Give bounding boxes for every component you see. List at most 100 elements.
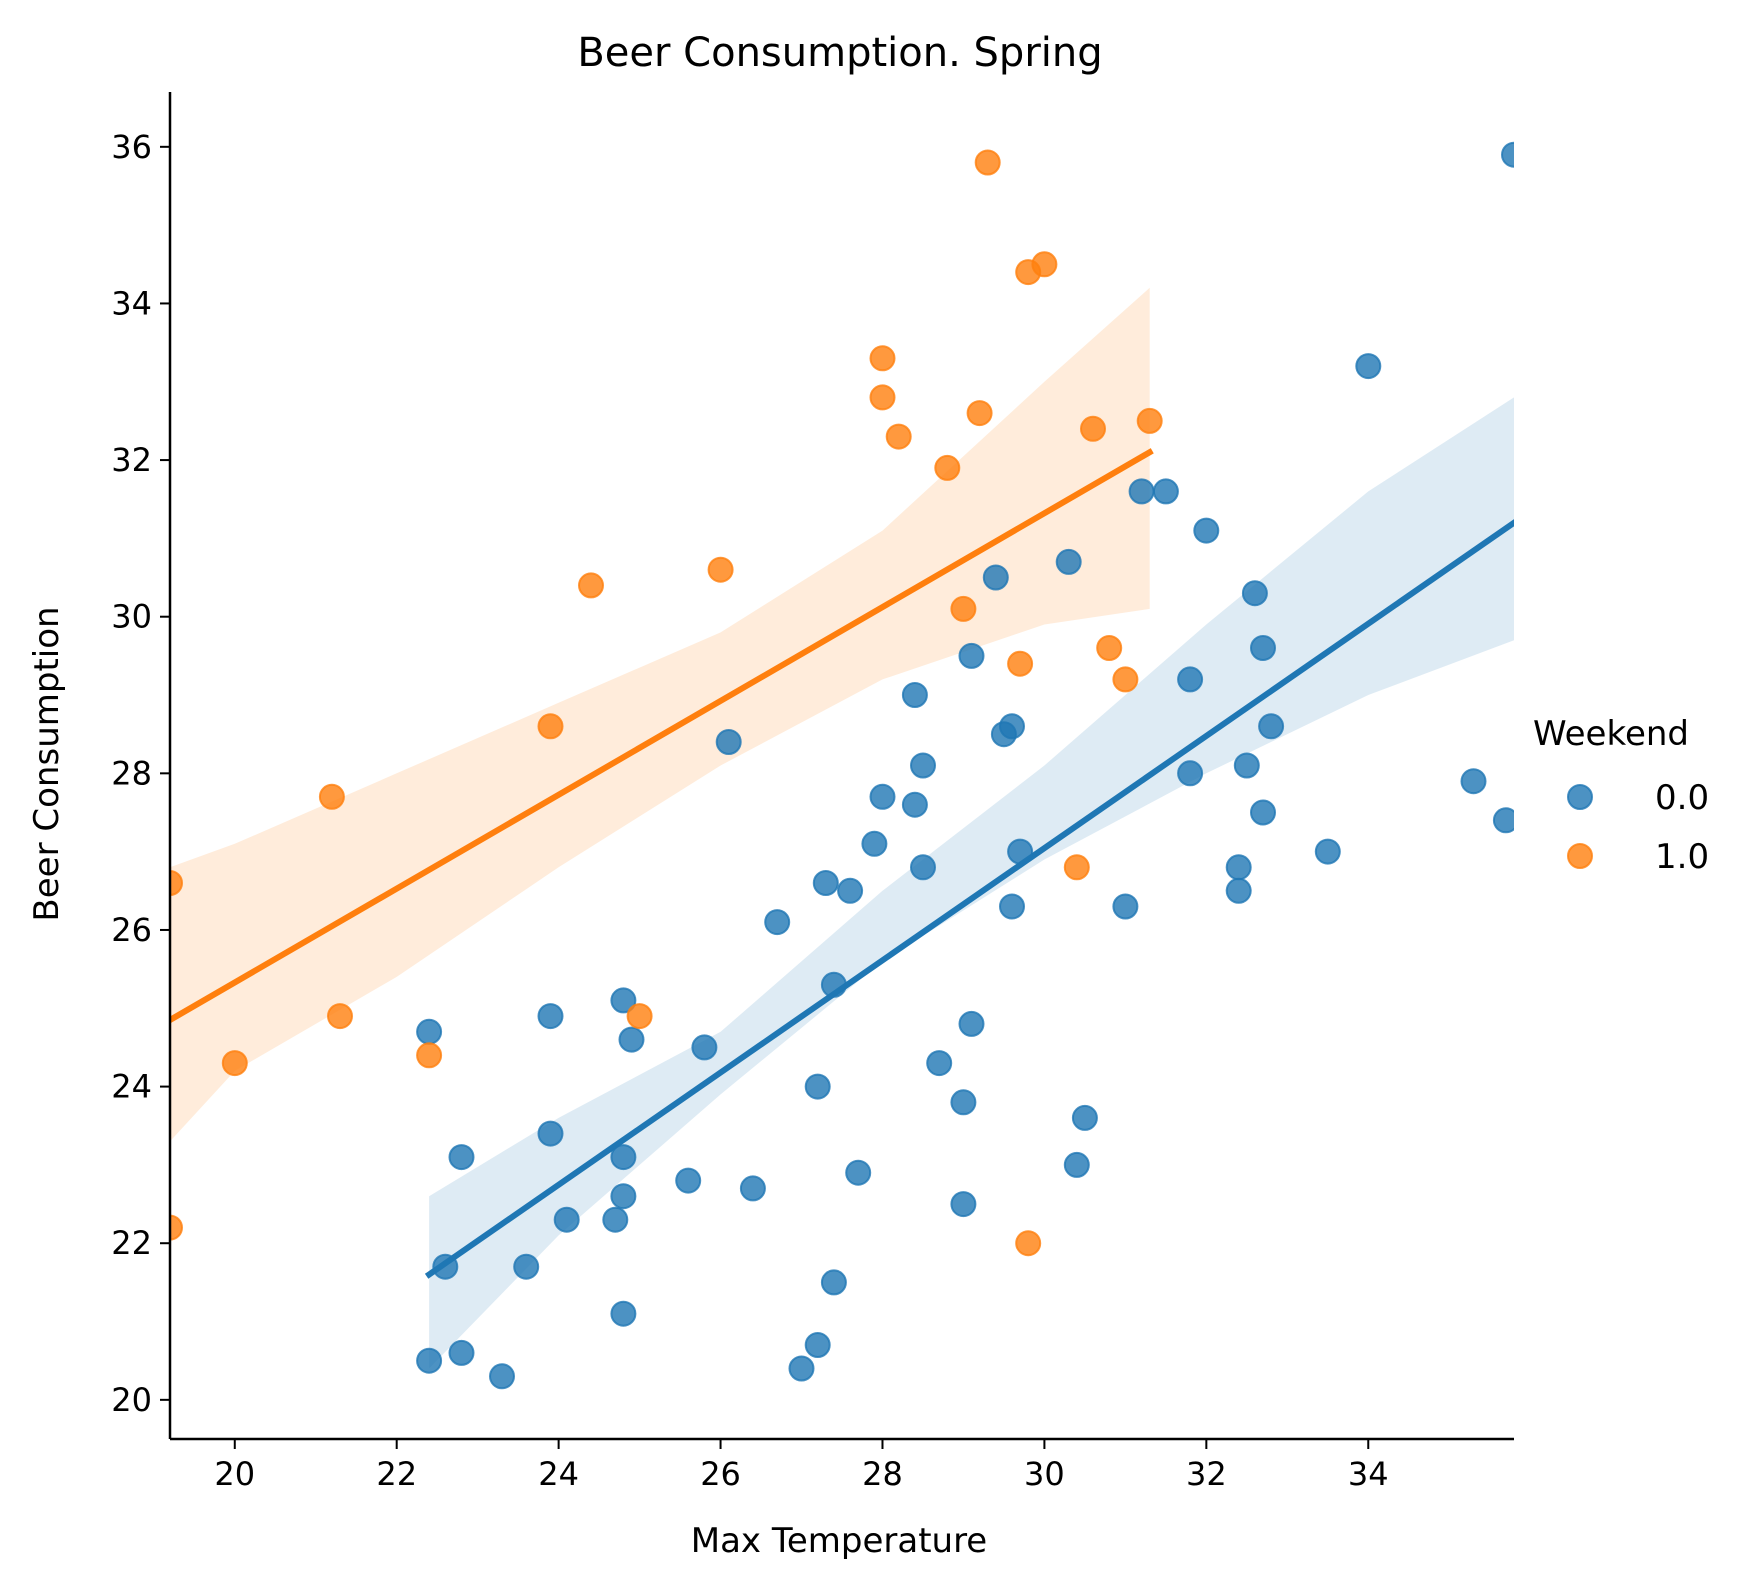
data-point-1: [170, 870, 183, 896]
data-point-0: [910, 854, 936, 881]
data-point-0: [715, 729, 742, 755]
data-point-0: [1152, 478, 1179, 505]
data-point-0: [901, 791, 928, 818]
regression-lines: [170, 448, 1514, 1279]
data-point-0: [1225, 854, 1252, 881]
data-point-0: [901, 682, 928, 708]
data-point-1: [221, 1050, 248, 1077]
data-point-0: [804, 1332, 831, 1358]
data-point-0: [432, 1253, 459, 1280]
data-point-0: [537, 1003, 564, 1030]
data-point-0: [869, 783, 896, 810]
data-point-0: [513, 1253, 540, 1280]
data-point-0: [804, 1073, 831, 1100]
y-tick-label: 34: [111, 284, 152, 322]
data-point-0: [820, 971, 847, 998]
regression-line-0: [424, 519, 1514, 1279]
data-point-1: [1015, 1230, 1042, 1257]
data-points: [170, 141, 1514, 1390]
data-point-0: [416, 1347, 443, 1374]
data-point-1: [1136, 407, 1163, 434]
data-point-1: [318, 783, 345, 810]
data-point-1: [869, 345, 896, 372]
data-point-0: [845, 1159, 872, 1186]
data-point-0: [999, 893, 1025, 920]
data-point-0: [1250, 635, 1276, 661]
data-point-0: [982, 564, 1009, 591]
data-point-0: [1460, 768, 1487, 795]
data-point-0: [764, 909, 791, 936]
confidence-band-1: [170, 287, 1150, 1142]
data-point-1: [1007, 650, 1034, 677]
legend-title: Weekend: [1533, 714, 1689, 754]
data-point-0: [1063, 1151, 1090, 1178]
legend-marker-1: [1567, 843, 1593, 869]
y-tick-label: 22: [111, 1224, 152, 1262]
data-point-1: [966, 400, 993, 427]
legend: Weekend 0.0 1.0: [1533, 714, 1709, 877]
data-point-0: [812, 870, 839, 896]
x-tick-label: 32: [1186, 1455, 1227, 1493]
y-tick-label: 36: [111, 128, 152, 166]
data-point-0: [610, 1144, 637, 1171]
data-point-1: [578, 572, 604, 599]
data-point-1: [537, 713, 564, 740]
data-point-1: [170, 1214, 183, 1241]
confidence-band-0: [429, 397, 1514, 1369]
data-point-1: [1063, 854, 1090, 881]
data-point-0: [691, 1034, 718, 1061]
data-point-0: [416, 1018, 443, 1045]
data-point-1: [934, 454, 961, 481]
x-tick-label: 22: [376, 1455, 417, 1493]
data-point-0: [537, 1120, 564, 1147]
data-point-0: [1128, 478, 1155, 505]
x-tick-label: 20: [214, 1455, 255, 1493]
legend-label-1: 1.0: [1655, 837, 1709, 877]
data-point-1: [974, 149, 1001, 176]
data-point-0: [1177, 666, 1204, 693]
data-point-0: [926, 1050, 953, 1077]
data-point-0: [610, 987, 637, 1014]
data-point-0: [1193, 517, 1220, 544]
data-point-0: [999, 713, 1025, 740]
data-point-0: [958, 642, 985, 669]
data-point-1: [1096, 635, 1123, 661]
data-point-0: [610, 1300, 637, 1327]
y-tick-label: 26: [111, 911, 152, 949]
data-point-0: [1225, 877, 1252, 904]
data-point-0: [553, 1206, 580, 1233]
data-point-0: [739, 1175, 766, 1202]
data-point-0: [1177, 760, 1204, 787]
data-point-1: [950, 595, 977, 622]
data-point-0: [1071, 1104, 1098, 1131]
data-point-1: [885, 423, 912, 450]
data-point-0: [950, 1089, 977, 1116]
x-tick-label: 34: [1348, 1455, 1389, 1493]
data-point-0: [1112, 893, 1139, 920]
x-tick-label: 28: [862, 1455, 903, 1493]
data-point-0: [910, 752, 936, 779]
data-point-0: [1492, 807, 1514, 834]
data-point-0: [1007, 838, 1034, 865]
data-point-1: [707, 556, 734, 583]
regression-line-1: [170, 448, 1154, 1024]
data-point-1: [626, 1003, 653, 1030]
data-point-1: [1112, 666, 1139, 693]
data-point-0: [675, 1167, 702, 1194]
axes: 20 22 24 26 28 30 32 34 20 22 24 26 28 30 32 34 36: [111, 92, 1514, 1493]
data-point-0: [1314, 838, 1341, 865]
data-point-0: [1258, 713, 1285, 740]
data-point-1: [1031, 251, 1058, 278]
data-point-0: [950, 1191, 977, 1218]
data-point-0: [610, 1183, 637, 1210]
data-point-0: [618, 1026, 645, 1053]
data-point-0: [1233, 752, 1260, 779]
data-point-0: [837, 877, 864, 904]
data-point-0: [788, 1355, 815, 1382]
data-point-0: [958, 1010, 985, 1037]
data-point-0: [1501, 141, 1514, 168]
data-point-1: [327, 1003, 353, 1030]
data-point-0: [861, 830, 888, 857]
x-tick-label: 30: [1024, 1455, 1065, 1493]
